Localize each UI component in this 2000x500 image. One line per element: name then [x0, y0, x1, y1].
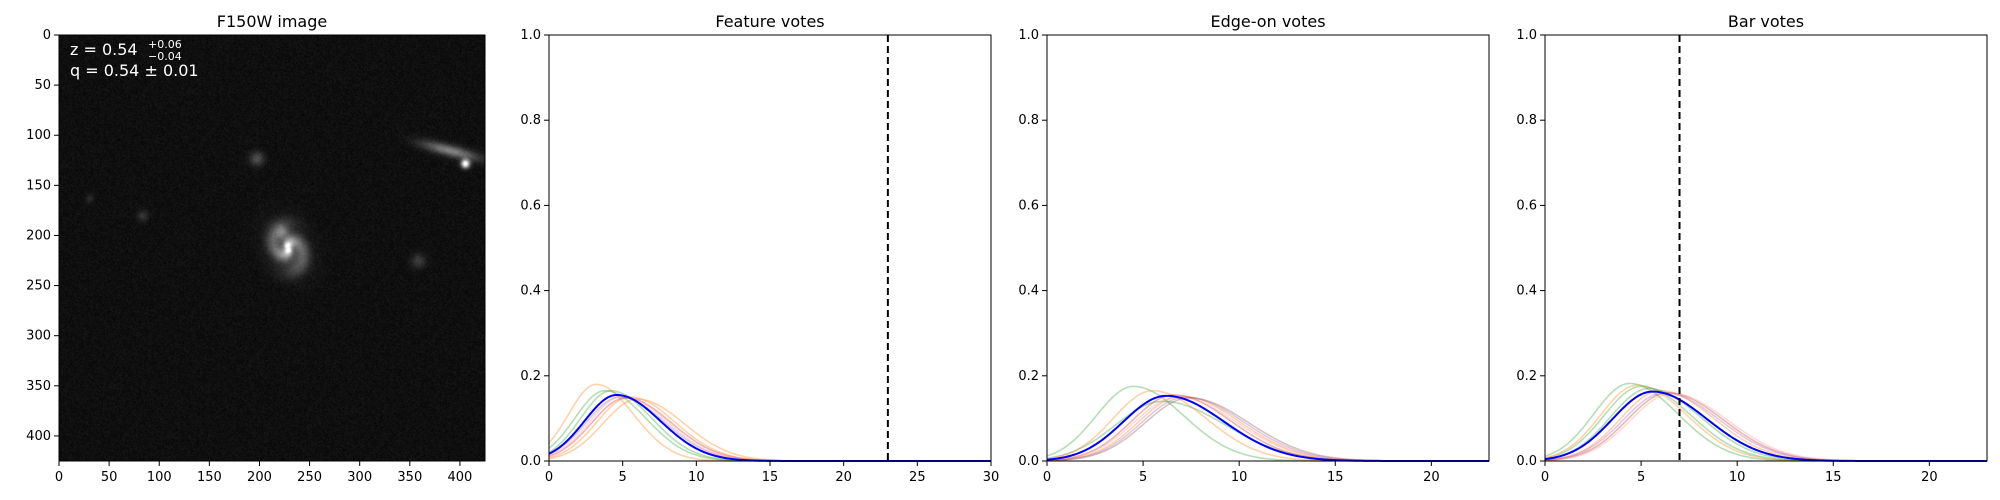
y-tick-label: 150	[26, 178, 51, 193]
y-tick-label: 0.8	[520, 113, 541, 128]
x-tick-label: 15	[1327, 470, 1344, 485]
y-tick-label: 0.0	[520, 454, 541, 469]
x-tick-label: 20	[835, 470, 852, 485]
x-tick-label: 200	[247, 470, 272, 485]
y-tick-label: 350	[26, 379, 51, 394]
redshift-annotation: z = 0.54	[70, 40, 138, 59]
x-tick-label: 150	[197, 470, 222, 485]
x-tick-label: 5	[1637, 470, 1645, 485]
x-tick-label: 400	[448, 470, 473, 485]
plot-frame	[1046, 34, 1490, 462]
x-tick-label: 5	[1139, 470, 1147, 485]
x-tick-label: 100	[147, 470, 172, 485]
image-panel: F150W image z = 0.54 +0.06 −0.04 q = 0.5…	[26, 12, 486, 485]
image-axes: 0 50 100 150 200 250 300 350 400 0 50 100 150 200 250 3…	[26, 28, 472, 485]
bar-votes-plot: 0 5 10 15 20 0.0 0.2 0.4 0.6 0.8 1.0	[1516, 28, 1988, 485]
x-tick-label: 15	[1825, 470, 1842, 485]
x-tick-label: 20	[1921, 470, 1938, 485]
y-tick-label: 0.0	[1018, 454, 1039, 469]
x-tick-label: 25	[909, 470, 926, 485]
y-tick-label: 0.4	[520, 284, 541, 299]
y-tick-label: 0.2	[1018, 369, 1039, 384]
redshift-lower-error: −0.04	[148, 50, 182, 63]
x-tick-label: 30	[983, 470, 1000, 485]
y-tick-label: 0.6	[1516, 198, 1537, 213]
y-tick-label: 1.0	[1516, 28, 1537, 43]
x-tick-label: 5	[619, 470, 627, 485]
x-tick-label: 0	[1541, 470, 1549, 485]
y-tick-label: 250	[26, 279, 51, 294]
y-tick-label: 0	[43, 28, 51, 43]
plot-background	[1545, 35, 1987, 461]
y-tick-label: 0.0	[1516, 454, 1537, 469]
x-tick-label: 15	[762, 470, 779, 485]
y-tick-label: 1.0	[1018, 28, 1039, 43]
x-tick-label: 0	[55, 470, 63, 485]
image-frame	[58, 34, 486, 462]
axis-ratio-annotation: q = 0.54 ± 0.01	[70, 61, 199, 80]
x-tick-label: 350	[397, 470, 422, 485]
f150w-image	[59, 35, 485, 461]
y-tick-label: 100	[26, 128, 51, 143]
edge-on-votes-panel: Edge-on votes 0 5 10 15 20 0.0 0.2 0.4 0.6 0.8 1.0	[1018, 12, 1490, 485]
y-tick-label: 0.8	[1516, 113, 1537, 128]
feature-votes-title: Feature votes	[715, 12, 824, 31]
y-tick-label: 50	[34, 78, 51, 93]
y-tick-label: 0.6	[520, 198, 541, 213]
image-panel-title: F150W image	[217, 12, 327, 31]
plot-background	[1047, 35, 1489, 461]
plot-background	[549, 35, 991, 461]
y-tick-label: 0.8	[1018, 113, 1039, 128]
x-tick-label: 10	[688, 470, 705, 485]
y-tick-label: 0.4	[1018, 284, 1039, 299]
bar-votes-panel: Bar votes 0 5 10 15 20 0.0 0.2 0.4 0.6 0.8 1.0	[1516, 12, 1988, 485]
y-tick-label: 300	[26, 329, 51, 344]
y-tick-label: 0.2	[1516, 369, 1537, 384]
y-tick-label: 0.6	[1018, 198, 1039, 213]
redshift-upper-error: +0.06	[148, 38, 182, 51]
edge-on-votes-plot: 0 5 10 15 20 0.0 0.2 0.4 0.6 0.8 1.0	[1018, 28, 1490, 485]
image-canvas-holder	[59, 35, 485, 461]
x-tick-label: 300	[347, 470, 372, 485]
y-tick-label: 0.4	[1516, 284, 1537, 299]
x-tick-label: 50	[101, 470, 118, 485]
y-tick-label: 200	[26, 228, 51, 243]
feature-votes-panel: Feature votes 0 5 10 15 20 25 30 0.0 0.2 0.4 0.6 0.…	[520, 12, 999, 485]
y-tick-label: 0.2	[520, 369, 541, 384]
x-tick-label: 0	[1043, 470, 1051, 485]
y-tick-label: 400	[26, 429, 51, 444]
x-tick-label: 10	[1231, 470, 1248, 485]
plot-frame	[1544, 34, 1988, 462]
x-tick-label: 250	[297, 470, 322, 485]
y-tick-label: 1.0	[520, 28, 541, 43]
bar-votes-title: Bar votes	[1728, 12, 1804, 31]
feature-votes-plot: 0 5 10 15 20 25 30 0.0 0.2 0.4 0.6 0.8 1.0	[520, 28, 999, 485]
edge-on-votes-title: Edge-on votes	[1210, 12, 1325, 31]
x-tick-label: 20	[1423, 470, 1440, 485]
x-tick-label: 10	[1729, 470, 1746, 485]
x-tick-label: 0	[545, 470, 553, 485]
